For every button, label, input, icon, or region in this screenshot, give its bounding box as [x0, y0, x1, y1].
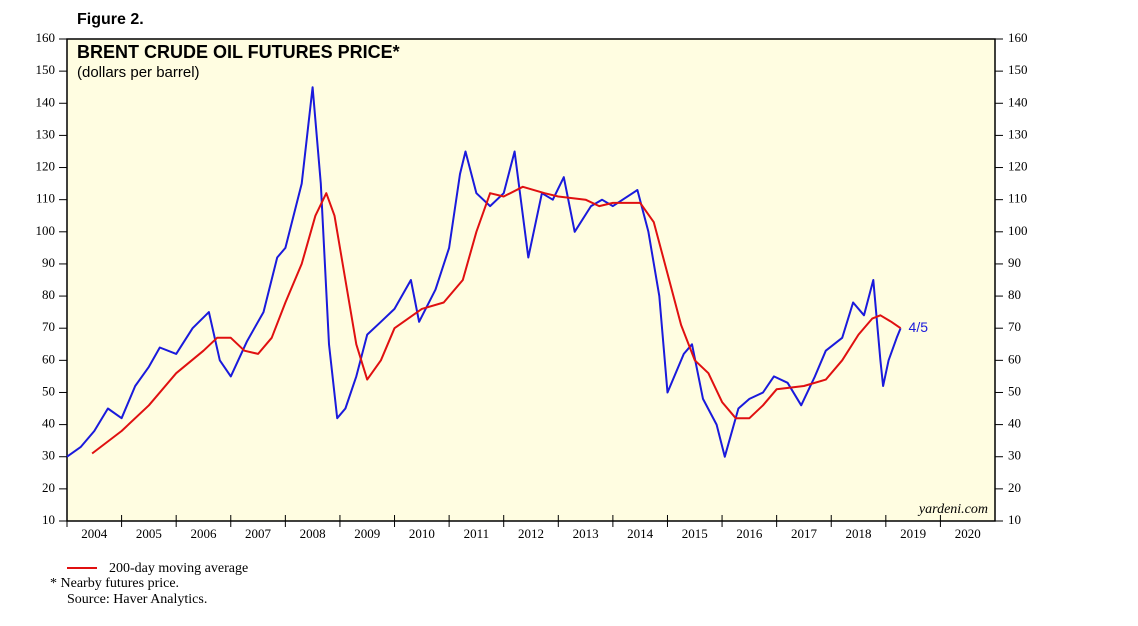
y2-tick-label: 50 — [1008, 383, 1021, 398]
x-tick-label: 2007 — [245, 526, 272, 541]
y-tick-label: 30 — [42, 448, 55, 463]
x-tick-label: 2004 — [81, 526, 108, 541]
x-tick-label: 2017 — [791, 526, 818, 541]
y2-tick-label: 80 — [1008, 287, 1021, 302]
y2-tick-label: 40 — [1008, 416, 1021, 431]
y-tick-label: 150 — [36, 62, 56, 77]
figure-label: Figure 2. — [77, 11, 144, 28]
y2-tick-label: 70 — [1008, 319, 1021, 334]
credit: yardeni.com — [917, 502, 988, 517]
y2-tick-label: 90 — [1008, 255, 1021, 270]
x-tick-label: 2013 — [573, 526, 599, 541]
y2-tick-label: 10 — [1008, 512, 1021, 527]
y2-tick-label: 150 — [1008, 62, 1028, 77]
y-tick-label: 120 — [36, 159, 56, 174]
y2-tick-label: 120 — [1008, 159, 1028, 174]
y2-tick-label: 160 — [1008, 30, 1028, 45]
x-tick-label: 2015 — [682, 526, 708, 541]
y2-tick-label: 60 — [1008, 351, 1021, 366]
y-tick-label: 40 — [42, 416, 55, 431]
y-tick-label: 50 — [42, 383, 55, 398]
x-tick-label: 2019 — [900, 526, 926, 541]
y2-tick-label: 130 — [1008, 126, 1028, 141]
y2-tick-label: 30 — [1008, 448, 1021, 463]
y-tick-label: 80 — [42, 287, 55, 302]
y2-tick-label: 100 — [1008, 223, 1028, 238]
y-tick-label: 10 — [42, 512, 55, 527]
y-tick-label: 140 — [36, 94, 56, 109]
y-tick-label: 20 — [42, 480, 55, 495]
chart-title: BRENT CRUDE OIL FUTURES PRICE* — [77, 42, 400, 62]
y-tick-label: 160 — [36, 30, 56, 45]
x-tick-label: 2008 — [300, 526, 326, 541]
x-tick-label: 2009 — [354, 526, 380, 541]
x-tick-label: 2010 — [409, 526, 435, 541]
plot-area — [66, 38, 996, 522]
legend-label: 200-day moving average — [109, 561, 248, 576]
y-tick-label: 130 — [36, 126, 56, 141]
x-tick-label: 2020 — [955, 526, 981, 541]
chart-subtitle: (dollars per barrel) — [77, 64, 200, 81]
y-tick-label: 110 — [36, 191, 55, 206]
x-tick-label: 2012 — [518, 526, 544, 541]
y-tick-label: 70 — [42, 319, 55, 334]
y-tick-label: 100 — [36, 223, 56, 238]
x-tick-label: 2011 — [464, 526, 490, 541]
note: * Nearby futures price. — [50, 576, 179, 591]
y-tick-label: 90 — [42, 255, 55, 270]
series-line — [91, 185, 902, 455]
x-tick-label: 2005 — [136, 526, 162, 541]
x-tick-label: 2016 — [736, 526, 763, 541]
y2-tick-label: 110 — [1008, 191, 1027, 206]
end-label: 4/5 — [909, 319, 929, 335]
y-tick-label: 60 — [42, 351, 55, 366]
series-line — [66, 86, 902, 458]
y2-tick-label: 20 — [1008, 480, 1021, 495]
y2-tick-label: 140 — [1008, 94, 1028, 109]
x-tick-label: 2006 — [190, 526, 217, 541]
x-tick-label: 2018 — [846, 526, 872, 541]
x-tick-label: 2014 — [627, 526, 654, 541]
note: Source: Haver Analytics. — [67, 592, 207, 607]
